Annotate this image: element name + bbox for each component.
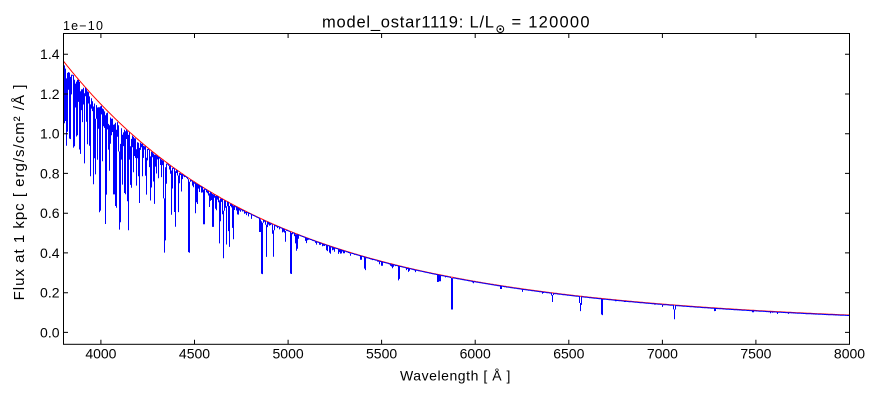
svg-text:7500: 7500	[740, 345, 771, 361]
svg-text:0.0: 0.0	[40, 324, 60, 340]
svg-text:1.0: 1.0	[40, 126, 60, 142]
svg-text:7000: 7000	[647, 345, 678, 361]
svg-text:1.4: 1.4	[40, 46, 60, 62]
svg-text:model_ostar1119: L/L: model_ostar1119: L/L	[322, 14, 495, 32]
svg-text:Flux at 1 kpc [ erg/s/cm² /Å ]: Flux at 1 kpc [ erg/s/cm² /Å ]	[11, 84, 28, 301]
svg-text:6500: 6500	[553, 345, 584, 361]
svg-text:0.2: 0.2	[40, 285, 60, 301]
svg-text:8000: 8000	[834, 345, 865, 361]
svg-text:6000: 6000	[460, 345, 491, 361]
svg-text:0.8: 0.8	[40, 165, 60, 181]
svg-text:5000: 5000	[273, 345, 304, 361]
svg-text:4500: 4500	[179, 345, 210, 361]
svg-text:1e−10: 1e−10	[63, 19, 104, 33]
svg-text:= 120000: = 120000	[512, 14, 591, 32]
svg-text:4000: 4000	[85, 345, 116, 361]
svg-text:1.2: 1.2	[40, 86, 60, 102]
svg-text:Wavelength [ Å ]: Wavelength [ Å ]	[400, 368, 511, 384]
svg-text:0.4: 0.4	[40, 245, 60, 261]
svg-text:5500: 5500	[366, 345, 397, 361]
svg-text:0.6: 0.6	[40, 205, 60, 221]
